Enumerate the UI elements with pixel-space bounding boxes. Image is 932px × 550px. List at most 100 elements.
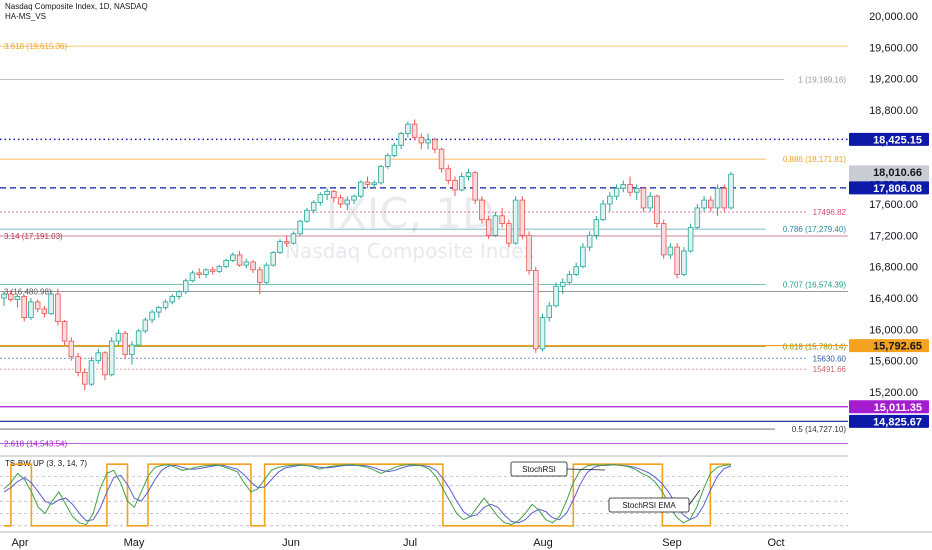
candle-body bbox=[34, 301, 41, 310]
candle-body bbox=[667, 246, 674, 256]
candle-body bbox=[1, 293, 7, 299]
price-badge bbox=[849, 400, 929, 414]
candle-body bbox=[654, 195, 660, 224]
candle-body bbox=[290, 233, 297, 244]
candle-body bbox=[694, 207, 701, 228]
candle-body bbox=[586, 234, 593, 248]
candle-body bbox=[452, 180, 458, 191]
candle-body bbox=[364, 181, 371, 185]
candle-body bbox=[681, 250, 687, 275]
candle-body bbox=[304, 209, 310, 222]
fib-level-label: 15630.60 bbox=[813, 354, 847, 363]
candle-body bbox=[519, 199, 526, 236]
candle-body bbox=[7, 293, 14, 300]
candle-body bbox=[230, 254, 236, 261]
price-badge bbox=[849, 181, 929, 195]
candle-body bbox=[627, 184, 633, 193]
time-tick-label: May bbox=[124, 537, 145, 549]
fib-level-label-bg bbox=[807, 353, 848, 364]
candle-body bbox=[613, 187, 620, 197]
fib-level-label: 17496.82 bbox=[813, 208, 847, 217]
fib-level-label: 0.618 (15,780.14) bbox=[783, 343, 846, 352]
fib-level-label: 0.707 (16,574.39) bbox=[783, 280, 846, 289]
candle-body bbox=[189, 272, 196, 282]
price-badge-value: 15,011.35 bbox=[874, 402, 922, 414]
candle-body bbox=[82, 372, 88, 385]
price-tick-label: 15,200.00 bbox=[869, 387, 918, 399]
candle-body bbox=[243, 261, 250, 266]
candle-body bbox=[465, 172, 472, 177]
candle-body bbox=[438, 148, 445, 170]
candle-body bbox=[687, 227, 694, 252]
candle-body bbox=[169, 296, 176, 303]
fib-level-label: 3 (16,480.98) bbox=[4, 288, 52, 297]
fib-level-label-bg bbox=[765, 279, 848, 290]
candle-body bbox=[257, 269, 263, 283]
candle-body bbox=[728, 173, 734, 209]
indicator-label: HA-MS_VS bbox=[5, 12, 46, 21]
candle-body bbox=[61, 321, 68, 342]
candle-body bbox=[149, 311, 155, 321]
price-badge bbox=[849, 132, 929, 146]
time-tick-label: Oct bbox=[767, 537, 784, 549]
candle-body bbox=[660, 223, 667, 256]
candle-body bbox=[250, 261, 256, 271]
candle-body bbox=[640, 187, 647, 209]
candle-body bbox=[48, 293, 54, 315]
fib-level-label: 0.886 (18,171.81) bbox=[783, 155, 846, 164]
watermark-name: Nasdaq Composite Index bbox=[285, 239, 535, 263]
time-tick-label: Jun bbox=[282, 537, 300, 549]
candle-body bbox=[418, 137, 425, 144]
candle-body bbox=[445, 168, 452, 181]
time-tick-label: Apr bbox=[11, 537, 28, 549]
candle-body bbox=[277, 241, 283, 253]
candle-body bbox=[41, 308, 48, 315]
candle-body bbox=[411, 123, 418, 138]
price-badge-value: 17,806.08 bbox=[873, 183, 922, 195]
candle-body bbox=[384, 155, 391, 167]
candle-body bbox=[432, 139, 438, 150]
candle-body bbox=[283, 241, 290, 244]
candle-body bbox=[425, 139, 431, 144]
candle-body bbox=[526, 234, 532, 271]
candle-body bbox=[122, 332, 128, 355]
price-badge-value: 18,425.15 bbox=[873, 134, 922, 146]
candle-body bbox=[263, 264, 270, 283]
candle-body bbox=[196, 272, 202, 275]
candle-body bbox=[209, 269, 216, 272]
candle-body bbox=[216, 266, 223, 272]
candle-body bbox=[317, 194, 324, 203]
candle-body bbox=[297, 220, 303, 235]
fib-level-label: 2.618 (14,543.54) bbox=[4, 439, 67, 448]
candle-body bbox=[607, 195, 613, 205]
candle-body bbox=[405, 123, 411, 134]
time-axis[interactable]: Apr May Jun Jul Aug Sep Oct bbox=[0, 531, 932, 549]
candle-body bbox=[573, 266, 579, 275]
candle-body bbox=[142, 319, 149, 332]
candle-body bbox=[156, 306, 162, 313]
stoch-channel-line bbox=[4, 463, 731, 527]
fib-level-label: 15491.66 bbox=[813, 365, 847, 374]
candle-body bbox=[162, 301, 169, 308]
candle-body bbox=[378, 165, 384, 184]
candle-body bbox=[351, 195, 357, 201]
price-tick-label: 19,200.00 bbox=[869, 74, 918, 86]
candle-body bbox=[203, 269, 209, 275]
fib-level-label: 0.786 (17,279.40) bbox=[783, 225, 846, 234]
price-axis[interactable]: 20,000.00 19,600.00 19,200.00 18,800.00 18,4… bbox=[848, 0, 932, 550]
callout-text: StochRSI EMA bbox=[622, 501, 676, 510]
fib-level-label-bg bbox=[765, 224, 848, 235]
price-badge-value: 14,825.67 bbox=[873, 416, 922, 428]
candle-body bbox=[28, 301, 34, 318]
candle-body bbox=[182, 280, 189, 293]
fib-level-label-bg bbox=[807, 207, 848, 218]
candle-body bbox=[647, 195, 653, 209]
callout-text: StochRSI bbox=[522, 465, 556, 474]
candle-body bbox=[344, 199, 351, 205]
callout-stochrsi: StochRSI bbox=[510, 461, 606, 477]
candle-body bbox=[593, 219, 600, 236]
fib-level-label-bg bbox=[765, 341, 848, 352]
candle-body bbox=[391, 144, 398, 156]
candle-body bbox=[539, 317, 546, 350]
